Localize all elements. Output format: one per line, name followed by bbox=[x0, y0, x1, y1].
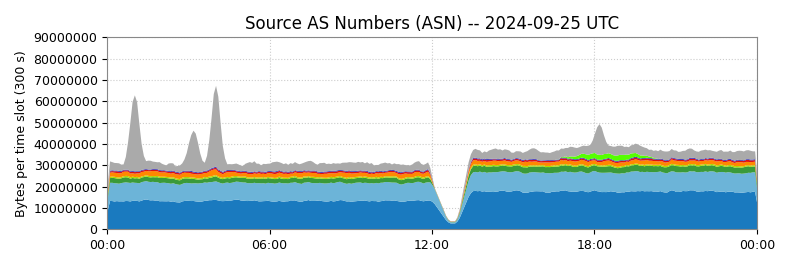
Title: Source AS Numbers (ASN) -- 2024-09-25 UTC: Source AS Numbers (ASN) -- 2024-09-25 UT… bbox=[245, 15, 619, 33]
Y-axis label: Bytes per time slot (300 s): Bytes per time slot (300 s) bbox=[15, 50, 28, 217]
